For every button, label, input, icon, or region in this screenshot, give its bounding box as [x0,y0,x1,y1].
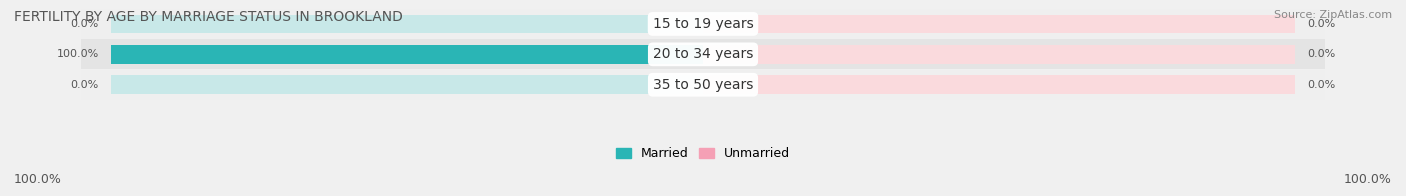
Text: 20 to 34 years: 20 to 34 years [652,47,754,61]
Text: FERTILITY BY AGE BY MARRIAGE STATUS IN BROOKLAND: FERTILITY BY AGE BY MARRIAGE STATUS IN B… [14,10,404,24]
Text: 100.0%: 100.0% [14,173,62,186]
Bar [111,45,703,64]
Text: 0.0%: 0.0% [70,19,98,29]
Text: 0.0%: 0.0% [70,80,98,90]
Text: 15 to 19 years: 15 to 19 years [652,17,754,31]
Text: Source: ZipAtlas.com: Source: ZipAtlas.com [1274,10,1392,20]
Text: 0.0%: 0.0% [1308,49,1336,59]
Bar [111,75,703,94]
Bar [82,9,1324,39]
Bar [111,45,703,64]
Text: 35 to 50 years: 35 to 50 years [652,78,754,92]
Bar [82,70,1324,100]
Text: 100.0%: 100.0% [56,49,98,59]
Text: 0.0%: 0.0% [1308,19,1336,29]
Bar [703,45,1295,64]
Legend: Married, Unmarried: Married, Unmarried [616,147,790,161]
Text: 0.0%: 0.0% [1308,80,1336,90]
Bar [703,75,1295,94]
Bar [82,39,1324,69]
Bar [703,15,1295,33]
Text: 100.0%: 100.0% [1344,173,1392,186]
Bar [111,15,703,33]
